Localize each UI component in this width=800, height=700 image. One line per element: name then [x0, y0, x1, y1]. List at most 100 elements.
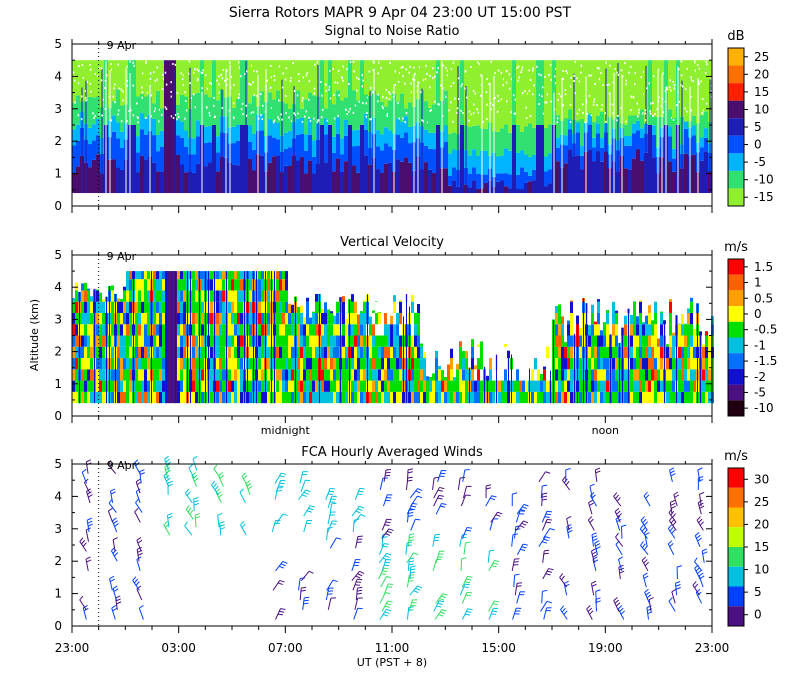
vv-cell [84, 312, 87, 325]
vv-cell [543, 391, 546, 404]
snr-speckle [320, 81, 322, 84]
wind-barb-feather [327, 493, 333, 496]
wind-barb-feather [675, 584, 681, 587]
snr-speckle [676, 104, 678, 107]
colorbar-segment [728, 353, 744, 369]
date-annotation: 9 Apr [107, 250, 137, 263]
vv-cell [180, 312, 183, 325]
vv-cell [360, 391, 363, 404]
wind-barb-feather [543, 538, 549, 542]
vv-cell [597, 358, 600, 370]
snr-speckle [517, 65, 520, 68]
vv-cell [195, 369, 198, 381]
vv-cell [129, 380, 132, 392]
snr-speckle [646, 87, 648, 90]
x-tick-label: 15:00 [481, 641, 516, 655]
snr-cell [88, 144, 92, 168]
wind-barb [133, 463, 141, 474]
vv-cell [360, 324, 363, 336]
snr-cell [500, 173, 504, 181]
vv-cell [501, 391, 504, 404]
wind-barb-feather [135, 498, 140, 503]
vv-cell [117, 380, 120, 392]
vv-cell [237, 301, 240, 313]
vv-cell [645, 315, 648, 325]
vv-cell [285, 324, 288, 336]
vv-cell [687, 346, 690, 359]
snr-speckle [398, 117, 401, 120]
vv-cell [219, 380, 222, 392]
vv-cell [219, 312, 222, 325]
vv-cell [615, 310, 618, 313]
snr-cell [476, 155, 480, 175]
vv-cell [594, 391, 597, 404]
wind-barb-feather [84, 478, 89, 483]
snr-speckle [366, 112, 368, 115]
snr-speckle [337, 69, 340, 72]
snr-speckle [576, 77, 578, 80]
snr-speckle [605, 61, 607, 64]
vv-cell [285, 358, 288, 370]
vv-cell [504, 380, 507, 392]
wind-barb [241, 475, 249, 487]
snr-speckle [222, 69, 225, 72]
snr-speckle [433, 75, 436, 78]
wind-barb-feather [695, 567, 701, 572]
vv-cell [390, 391, 393, 404]
snr-cell [268, 135, 272, 163]
snr-speckle [153, 71, 155, 74]
vv-cell [138, 271, 141, 280]
snr-speckle [489, 102, 492, 105]
colorbar-label: 20 [754, 67, 769, 81]
vv-cell [261, 335, 264, 347]
wind-barb-feather [195, 516, 201, 519]
vv-cell [216, 380, 219, 392]
vv-cell [393, 380, 396, 392]
snr-cell [252, 60, 256, 96]
snr-speckle [224, 79, 226, 82]
vv-cell [228, 271, 231, 280]
vv-cell [414, 335, 417, 347]
snr-speckle [377, 72, 379, 75]
snr-cell [192, 94, 196, 139]
vv-cell [588, 325, 591, 336]
vv-cell [636, 316, 639, 325]
vv-cell [276, 324, 279, 336]
vv-cell [513, 380, 516, 392]
snr-speckle [328, 88, 330, 91]
snr-speckle [85, 99, 87, 102]
vv-cell [210, 380, 213, 392]
snr-speckle [377, 93, 379, 96]
snr-speckle [214, 115, 217, 118]
vv-cell [285, 271, 288, 280]
wind-barb-feather [304, 596, 310, 599]
snr-cell [304, 173, 308, 194]
vv-cell [291, 391, 294, 404]
snr-speckle [162, 77, 165, 80]
wind-barb-feather [591, 532, 597, 536]
snr-speckle [176, 92, 179, 95]
vv-cell [477, 391, 480, 404]
vv-cell [459, 369, 462, 381]
snr-speckle [513, 112, 516, 115]
vv-cell [279, 380, 282, 392]
snr-cell [624, 136, 628, 146]
vv-cell [639, 312, 642, 325]
vv-cell [594, 335, 597, 347]
y-tick-label: 4 [54, 280, 62, 294]
y-tick-label: 4 [54, 69, 62, 83]
wind-barb-feather [110, 578, 115, 583]
vv-cell [447, 391, 450, 404]
wind-barb-feather [492, 562, 499, 565]
wind-barb-feather [308, 507, 314, 511]
snr-cell [340, 154, 344, 172]
colorbar-label: -1 [754, 338, 766, 352]
snr-cell [184, 172, 188, 194]
wind-barb-feather [189, 510, 194, 515]
snr-speckle [502, 78, 505, 81]
snr-speckle [408, 71, 411, 74]
wind-barb-feather [282, 513, 288, 517]
wind-barb-feather [514, 573, 520, 576]
vv-cell [708, 391, 711, 404]
snr-speckle [221, 77, 224, 80]
